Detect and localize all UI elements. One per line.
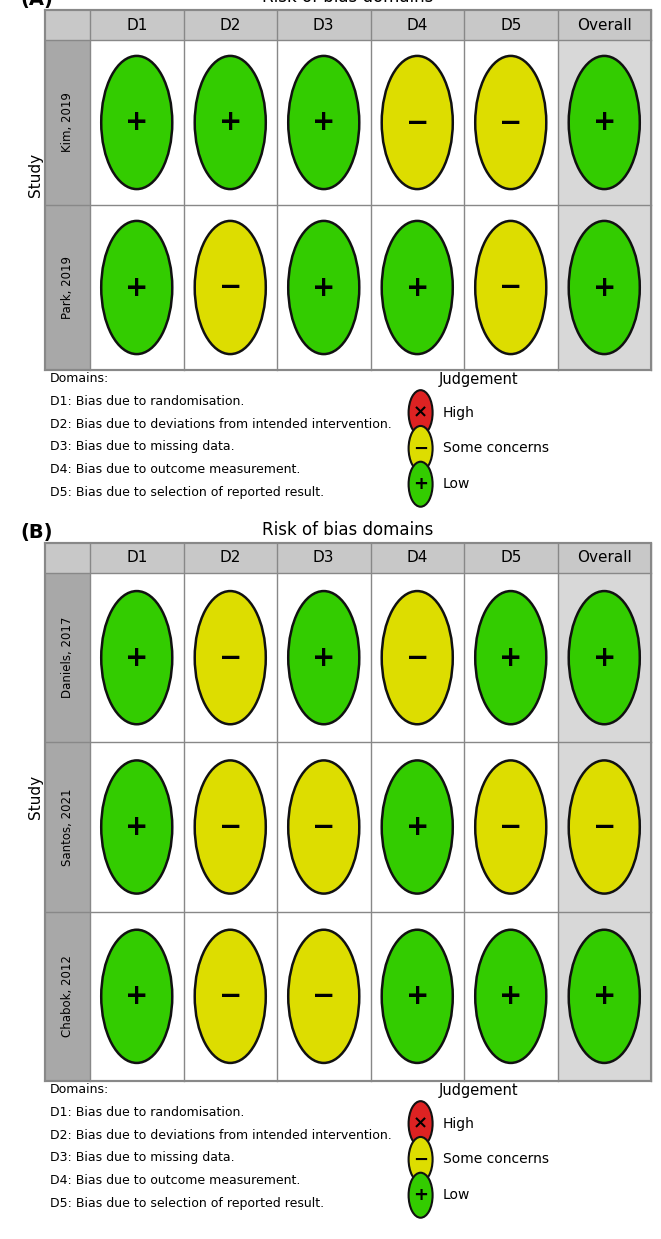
Text: High: High bbox=[443, 405, 475, 420]
Text: D4: Bias due to outcome measurement.: D4: Bias due to outcome measurement. bbox=[50, 463, 300, 476]
Text: Judgement: Judgement bbox=[439, 372, 518, 387]
Text: Low: Low bbox=[443, 1188, 470, 1202]
Text: +: + bbox=[125, 274, 149, 301]
Text: Santos, 2021: Santos, 2021 bbox=[61, 788, 74, 866]
Text: D4: Bias due to outcome measurement.: D4: Bias due to outcome measurement. bbox=[50, 1175, 300, 1187]
Text: +: + bbox=[125, 983, 149, 1010]
Text: Low: Low bbox=[443, 477, 470, 491]
Text: +: + bbox=[592, 644, 616, 672]
Text: −: − bbox=[413, 1151, 428, 1168]
Text: Domains:: Domains: bbox=[50, 1083, 109, 1097]
Text: D1: Bias due to randomisation.: D1: Bias due to randomisation. bbox=[50, 395, 245, 408]
Text: ×: × bbox=[413, 404, 428, 421]
Text: +: + bbox=[406, 983, 429, 1010]
Text: −: − bbox=[219, 274, 242, 301]
Text: Some concerns: Some concerns bbox=[443, 1152, 549, 1166]
Text: Study: Study bbox=[28, 774, 44, 819]
Text: +: + bbox=[312, 644, 335, 672]
Text: D5: D5 bbox=[500, 17, 522, 32]
Text: Daniels, 2017: Daniels, 2017 bbox=[61, 617, 74, 699]
Text: −: − bbox=[219, 983, 242, 1010]
Text: −: − bbox=[312, 983, 335, 1010]
Text: −: − bbox=[593, 813, 616, 841]
Text: Overall: Overall bbox=[577, 17, 632, 32]
Text: Park, 2019: Park, 2019 bbox=[61, 256, 74, 318]
Text: D1: D1 bbox=[126, 550, 147, 565]
Text: (B): (B) bbox=[20, 523, 52, 541]
Text: D2: Bias due to deviations from intended intervention.: D2: Bias due to deviations from intended… bbox=[50, 418, 392, 430]
Text: +: + bbox=[592, 274, 616, 301]
Text: D3: D3 bbox=[313, 17, 334, 32]
Text: +: + bbox=[499, 983, 522, 1010]
Text: −: − bbox=[219, 813, 242, 841]
Text: +: + bbox=[413, 476, 428, 493]
Text: −: − bbox=[499, 274, 522, 301]
Text: Some concerns: Some concerns bbox=[443, 441, 549, 456]
Text: +: + bbox=[125, 644, 149, 672]
Text: D4: D4 bbox=[407, 550, 428, 565]
Text: D4: D4 bbox=[407, 17, 428, 32]
Text: High: High bbox=[443, 1116, 475, 1131]
Text: Domains:: Domains: bbox=[50, 372, 109, 385]
Text: +: + bbox=[499, 644, 522, 672]
Text: Risk of bias domains: Risk of bias domains bbox=[262, 0, 434, 6]
Text: +: + bbox=[125, 109, 149, 136]
Text: D2: D2 bbox=[219, 550, 241, 565]
Text: D1: Bias due to randomisation.: D1: Bias due to randomisation. bbox=[50, 1105, 245, 1119]
Text: D2: Bias due to deviations from intended intervention.: D2: Bias due to deviations from intended… bbox=[50, 1129, 392, 1141]
Text: D3: Bias due to missing data.: D3: Bias due to missing data. bbox=[50, 440, 235, 453]
Text: ×: × bbox=[413, 1115, 428, 1132]
Text: −: − bbox=[219, 644, 242, 672]
Text: +: + bbox=[406, 813, 429, 841]
Text: Kim, 2019: Kim, 2019 bbox=[61, 93, 74, 152]
Text: Overall: Overall bbox=[577, 550, 632, 565]
Text: D3: Bias due to missing data.: D3: Bias due to missing data. bbox=[50, 1151, 235, 1165]
Text: +: + bbox=[312, 109, 335, 136]
Text: −: − bbox=[312, 813, 335, 841]
Text: −: − bbox=[406, 644, 429, 672]
Text: +: + bbox=[592, 983, 616, 1010]
Text: −: − bbox=[499, 109, 522, 136]
Text: +: + bbox=[312, 274, 335, 301]
Text: D2: D2 bbox=[219, 17, 241, 32]
Text: +: + bbox=[406, 274, 429, 301]
Text: −: − bbox=[413, 440, 428, 457]
Text: +: + bbox=[125, 813, 149, 841]
Text: D5: Bias due to selection of reported result.: D5: Bias due to selection of reported re… bbox=[50, 1197, 324, 1209]
Text: Chabok, 2012: Chabok, 2012 bbox=[61, 955, 74, 1037]
Text: D3: D3 bbox=[313, 550, 334, 565]
Text: Risk of bias domains: Risk of bias domains bbox=[262, 522, 434, 539]
Text: +: + bbox=[413, 1186, 428, 1204]
Text: (A): (A) bbox=[20, 0, 53, 9]
Text: Study: Study bbox=[28, 152, 44, 197]
Text: D5: Bias due to selection of reported result.: D5: Bias due to selection of reported re… bbox=[50, 486, 324, 499]
Text: −: − bbox=[406, 109, 429, 136]
Text: D1: D1 bbox=[126, 17, 147, 32]
Text: +: + bbox=[592, 109, 616, 136]
Text: Judgement: Judgement bbox=[439, 1083, 518, 1098]
Text: +: + bbox=[219, 109, 242, 136]
Text: −: − bbox=[499, 813, 522, 841]
Text: D5: D5 bbox=[500, 550, 522, 565]
